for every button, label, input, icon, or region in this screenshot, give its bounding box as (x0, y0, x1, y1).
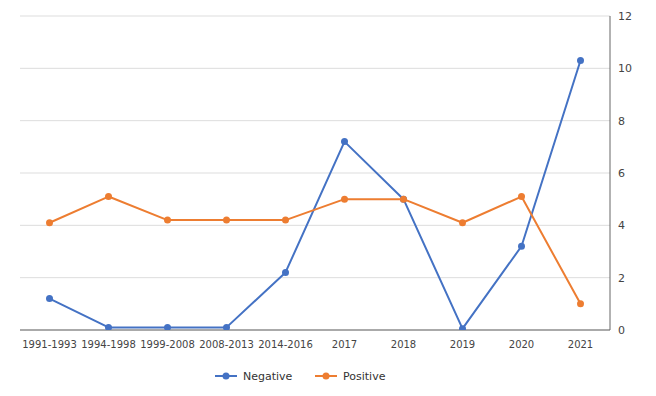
point (105, 193, 112, 200)
y-axis-line (610, 16, 611, 330)
y-tick-label: 6 (618, 167, 625, 180)
point (459, 325, 466, 330)
x-tick-label: 2017 (332, 339, 357, 350)
y-tick-label: 12 (618, 10, 632, 23)
point (223, 217, 230, 224)
grid-line (20, 173, 610, 174)
series-line (50, 197, 581, 304)
grid-line (20, 16, 610, 17)
point (46, 295, 53, 302)
x-tick-label: 2019 (450, 339, 475, 350)
y-tick-label: 0 (618, 324, 625, 337)
x-tick-label: 1994-1998 (81, 339, 136, 350)
y-tick-label: 4 (618, 219, 625, 232)
chart-container: 0 2 4 6 8 10 12 1991-1993 1994-1998 1999-2008 2008… (0, 0, 656, 396)
grid-line (20, 68, 610, 69)
x-tick-label: 1991-1993 (22, 339, 77, 350)
point (341, 196, 348, 203)
y-tick-label: 10 (618, 62, 632, 75)
grid (20, 16, 610, 330)
grid-line (20, 277, 610, 278)
point (577, 57, 584, 64)
point (518, 243, 525, 250)
point (282, 269, 289, 276)
point (46, 219, 53, 226)
legend-label: Negative (243, 370, 293, 383)
point (341, 138, 348, 145)
series-line (50, 60, 581, 328)
point (459, 219, 466, 226)
point (400, 196, 407, 203)
legend-marker (323, 373, 330, 380)
plot-area (46, 57, 584, 330)
x-tick-label: 1999-2008 (140, 339, 195, 350)
point (164, 217, 171, 224)
y-tick-label: 8 (618, 115, 625, 128)
legend: Negative Positive (215, 370, 386, 383)
x-tick-label: 2018 (391, 339, 416, 350)
grid-line (20, 120, 610, 121)
point (518, 193, 525, 200)
point (223, 324, 230, 330)
x-tick-label: 2020 (509, 339, 534, 350)
x-tick-label: 2014-2016 (258, 339, 313, 350)
x-tick-label: 2008-2013 (199, 339, 254, 350)
point (282, 217, 289, 224)
y-tick-label: 2 (618, 272, 625, 285)
grid-line (20, 225, 610, 226)
legend-label: Positive (343, 370, 386, 383)
point (105, 324, 112, 330)
x-tick-label: 2021 (568, 339, 593, 350)
chart: 0 2 4 6 8 10 12 1991-1993 1994-1998 1999-2008 2008… (0, 0, 656, 396)
point (577, 300, 584, 307)
point (164, 324, 171, 330)
point (400, 196, 407, 203)
legend-marker (223, 373, 230, 380)
